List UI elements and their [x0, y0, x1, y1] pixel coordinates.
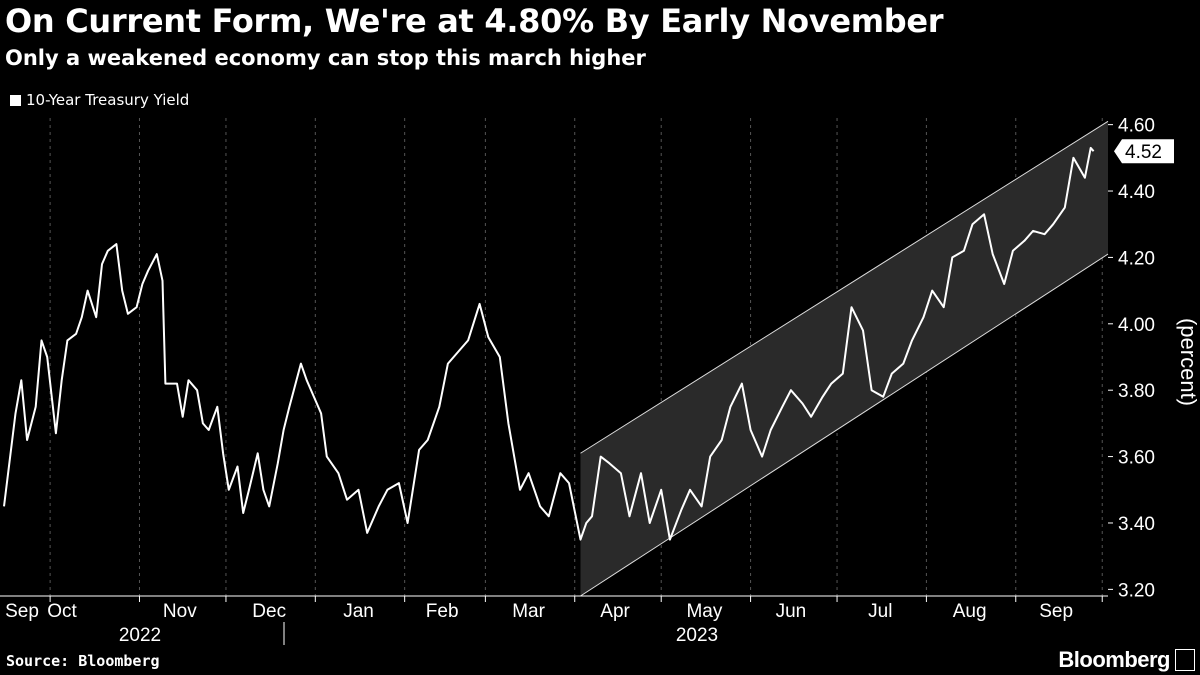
x-year-label: 2023	[676, 625, 718, 646]
legend-label: 10-Year Treasury Yield	[26, 91, 190, 109]
legend: 10-Year Treasury Yield	[10, 91, 189, 109]
y-tick-label: 4.00	[1118, 315, 1155, 336]
bloomberg-logo: Bloomberg	[1058, 647, 1170, 672]
chart-title: On Current Form, We're at 4.80% By Early…	[5, 2, 944, 40]
x-tick-label: Jul	[868, 601, 892, 622]
y-tick-label: 4.60	[1118, 116, 1155, 137]
x-tick-label: Aug	[953, 601, 987, 622]
channel-upper-line	[580, 120, 1109, 454]
y-tick-label: 3.20	[1118, 580, 1155, 601]
legend-swatch-icon	[10, 94, 21, 106]
x-tick-label: Oct	[47, 601, 77, 622]
channel-lower-line	[580, 253, 1109, 597]
y-tick-label: 4.40	[1118, 182, 1155, 203]
x-tick-label: May	[686, 601, 722, 622]
treasury-yield-line	[3, 146, 1095, 541]
x-year-label: 2022	[119, 625, 161, 646]
y-tick-label: 4.20	[1118, 248, 1155, 269]
chart-subtitle: Only a weakened economy can stop this ma…	[5, 46, 646, 70]
y-axis-title: (percent)	[1176, 318, 1200, 406]
source-note: Source: Bloomberg	[6, 652, 160, 670]
bloomberg-terminal-icon	[1175, 649, 1195, 671]
x-tick-label: Jan	[343, 601, 374, 622]
x-tick-label: Sep	[5, 601, 39, 622]
y-tick-label: 3.80	[1118, 381, 1155, 402]
y-tick-label: 3.60	[1118, 448, 1155, 469]
x-tick-label: Nov	[163, 601, 197, 622]
x-tick-label: Feb	[426, 601, 459, 622]
last-value-badge	[1114, 139, 1174, 164]
x-tick-label: Sep	[1039, 601, 1073, 622]
x-tick-label: Jun	[776, 601, 807, 622]
x-tick-label: Apr	[600, 601, 630, 622]
y-tick-label: 3.40	[1118, 514, 1155, 535]
last-value-label: 4.52	[1125, 142, 1162, 163]
x-tick-label: Dec	[252, 601, 286, 622]
x-tick-label: Mar	[512, 601, 545, 622]
